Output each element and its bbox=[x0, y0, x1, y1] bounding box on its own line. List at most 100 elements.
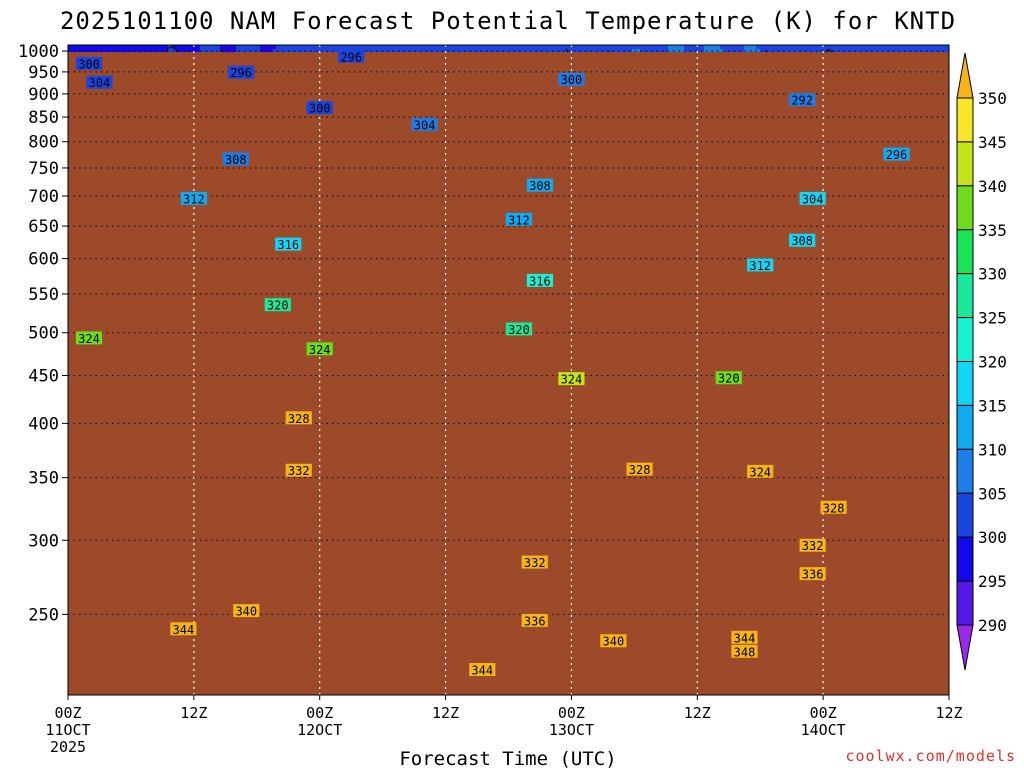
y-tick-label: 650 bbox=[28, 217, 59, 237]
contour-label: 312 bbox=[749, 259, 771, 273]
x-axis-label: Forecast Time (UTC) bbox=[399, 748, 616, 768]
colorbar-segment bbox=[957, 318, 973, 362]
y-tick-label: 450 bbox=[28, 367, 59, 387]
colorbar-segment bbox=[957, 274, 973, 318]
colorbar-label: 335 bbox=[978, 221, 1007, 240]
contour-label: 332 bbox=[288, 464, 310, 478]
contour-label: 304 bbox=[89, 76, 111, 90]
contour-label: 332 bbox=[802, 539, 824, 553]
contour-label: 332 bbox=[524, 556, 546, 570]
contour-label: 316 bbox=[529, 274, 551, 288]
contour-label: 320 bbox=[267, 299, 289, 313]
colorbar-segment bbox=[957, 493, 973, 537]
y-tick-label: 300 bbox=[28, 531, 59, 551]
contour-label: 324 bbox=[561, 373, 583, 387]
contour-label: 308 bbox=[791, 234, 813, 248]
colorbar-label: 290 bbox=[978, 616, 1007, 635]
contour-label: 300 bbox=[78, 57, 100, 71]
chart-title: 2025101100 NAM Forecast Potential Temper… bbox=[60, 7, 956, 35]
colorbar-extend-bottom bbox=[957, 625, 973, 670]
contour-label: 324 bbox=[749, 465, 771, 479]
colorbar-label: 320 bbox=[978, 353, 1007, 372]
colorbar-label: 330 bbox=[978, 265, 1007, 284]
contour-label: 344 bbox=[173, 623, 195, 637]
x-tick-label: 12OCT bbox=[297, 721, 342, 739]
x-tick-label: 00Z bbox=[558, 704, 585, 722]
colorbar-extend-top bbox=[957, 53, 973, 98]
y-axis: 2503003504004505005506006507007508008509… bbox=[18, 42, 68, 625]
colorbar-label: 295 bbox=[978, 572, 1007, 591]
x-tick-label: 2025 bbox=[50, 738, 86, 756]
ground-fill bbox=[68, 52, 949, 695]
colorbar-segment bbox=[957, 449, 973, 493]
contour-label: 304 bbox=[802, 192, 824, 206]
y-tick-label: 400 bbox=[28, 414, 59, 434]
y-tick-label: 750 bbox=[28, 159, 59, 179]
contour-label: 328 bbox=[288, 412, 310, 426]
contour-label: 308 bbox=[529, 179, 551, 193]
x-tick-label: 12Z bbox=[180, 704, 207, 722]
contour-label: 340 bbox=[603, 635, 625, 649]
y-tick-label: 700 bbox=[28, 187, 59, 207]
x-tick-label: 13OCT bbox=[549, 721, 594, 739]
contour-label: 348 bbox=[734, 645, 756, 659]
contour-label: 300 bbox=[561, 73, 583, 87]
contour-label: 320 bbox=[718, 372, 740, 386]
contour-label: 344 bbox=[471, 664, 493, 678]
y-tick-label: 900 bbox=[28, 85, 59, 105]
x-tick-label: 12Z bbox=[935, 704, 962, 722]
colorbar-segment bbox=[957, 362, 973, 406]
contour-label: 308 bbox=[225, 153, 247, 167]
colorbar-label: 300 bbox=[978, 528, 1007, 547]
x-tick-label: 12Z bbox=[432, 704, 459, 722]
colorbar-label: 325 bbox=[978, 309, 1007, 328]
y-tick-label: 600 bbox=[28, 250, 59, 270]
y-tick-label: 350 bbox=[28, 469, 59, 489]
x-tick-label: 00Z bbox=[306, 704, 333, 722]
contour-label: 304 bbox=[414, 118, 436, 132]
x-tick-label: 14OCT bbox=[801, 721, 846, 739]
credit-text: coolwx.com/models bbox=[845, 747, 1016, 765]
contour-label: 316 bbox=[277, 238, 299, 252]
colorbar-segment bbox=[957, 537, 973, 581]
colorbar-label: 340 bbox=[978, 177, 1007, 196]
colorbar-label: 305 bbox=[978, 484, 1007, 503]
colorbar-label: 310 bbox=[978, 440, 1007, 459]
contour-label: 328 bbox=[629, 463, 651, 477]
contour-label: 296 bbox=[886, 148, 908, 162]
contour-label: 324 bbox=[78, 332, 100, 346]
colorbar-segment bbox=[957, 405, 973, 449]
y-tick-label: 950 bbox=[28, 63, 59, 83]
x-tick-label: 11OCT bbox=[45, 721, 90, 739]
contour-label: 300 bbox=[309, 102, 331, 116]
x-tick-label: 00Z bbox=[810, 704, 837, 722]
colorbar-segment bbox=[957, 230, 973, 274]
x-tick-label: 12Z bbox=[684, 704, 711, 722]
contour-label: 344 bbox=[734, 631, 756, 645]
y-tick-label: 500 bbox=[28, 324, 59, 344]
contour-label: 312 bbox=[183, 192, 205, 206]
colorbar-segment bbox=[957, 142, 973, 186]
x-tick-label: 00Z bbox=[54, 704, 81, 722]
contour-label: 320 bbox=[508, 323, 530, 337]
contour-label: 340 bbox=[235, 605, 257, 619]
contour-label: 328 bbox=[823, 501, 845, 515]
y-tick-label: 1000 bbox=[18, 42, 59, 62]
colorbar-segment bbox=[957, 186, 973, 230]
contour-label: 292 bbox=[791, 94, 813, 108]
y-tick-label: 250 bbox=[28, 605, 59, 625]
contour-label: 336 bbox=[524, 614, 546, 628]
contour-label: 336 bbox=[802, 568, 824, 582]
colorbar-label: 350 bbox=[978, 89, 1007, 108]
contour-label: 312 bbox=[508, 213, 530, 227]
colorbar-segment bbox=[957, 98, 973, 142]
contour-label: 324 bbox=[309, 343, 331, 357]
contour-label: 296 bbox=[340, 50, 362, 64]
y-tick-label: 550 bbox=[28, 285, 59, 305]
y-tick-label: 800 bbox=[28, 133, 59, 153]
contour-label: 296 bbox=[230, 66, 252, 80]
colorbar-label: 315 bbox=[978, 396, 1007, 415]
